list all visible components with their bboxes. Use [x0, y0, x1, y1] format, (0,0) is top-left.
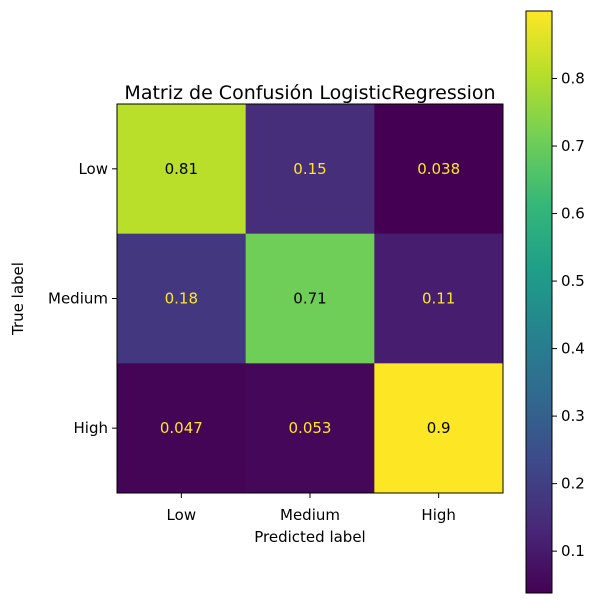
cell-value-label: 0.71 [293, 290, 326, 308]
cell-value-label: 0.81 [165, 160, 198, 178]
cell-value-label: 0.047 [160, 419, 203, 437]
chart-title: Matriz de Confusión LogisticRegression [124, 82, 495, 104]
cell-low-medium [245, 104, 375, 235]
cell-medium-medium [245, 233, 375, 364]
y-axis-label: True label [9, 262, 27, 336]
colorbar-ticks: 0.1 0.2 0.3 0.4 0.5 0.6 0.7 0.8 [552, 70, 585, 560]
y-tick-label: High [74, 419, 108, 437]
colorbar-tick-label: 0.8 [561, 70, 585, 88]
colorbar-tick-label: 0.4 [561, 340, 585, 358]
y-tick-label: Low [78, 160, 108, 178]
cell-low-high [374, 104, 504, 235]
x-tick-label: Medium [280, 506, 340, 524]
cell-value-label: 0.038 [417, 160, 460, 178]
colorbar-tick-label: 0.7 [561, 137, 585, 155]
y-axis-ticks: Low Medium High [48, 160, 117, 437]
colorbar-tick-label: 0.3 [561, 407, 585, 425]
cell-high-high [374, 363, 504, 494]
colorbar [525, 10, 553, 594]
cell-value-label: 0.053 [289, 419, 332, 437]
matrix-cells: 0.81 0.15 0.038 0.18 0.71 0.11 0.047 0.053 0.9 [117, 104, 504, 494]
colorbar-tick-label: 0.1 [561, 542, 585, 560]
cell-medium-high [374, 233, 504, 364]
colorbar-tick-label: 0.5 [561, 272, 585, 290]
cell-value-label: 0.9 [427, 419, 451, 437]
cell-medium-low [117, 233, 247, 364]
cell-high-low [117, 363, 247, 494]
y-tick-label: Medium [48, 290, 108, 308]
cell-low-low [117, 104, 247, 235]
cell-value-label: 0.15 [293, 160, 326, 178]
x-tick-label: Low [167, 506, 197, 524]
colorbar-tick-label: 0.6 [561, 205, 585, 223]
cell-value-label: 0.11 [422, 290, 455, 308]
cell-high-medium [245, 363, 375, 494]
colorbar-tick-label: 0.2 [561, 475, 585, 493]
x-axis-ticks: Low Medium High [167, 493, 456, 524]
cell-value-label: 0.18 [165, 290, 198, 308]
x-axis-label: Predicted label [254, 528, 365, 546]
x-tick-label: High [421, 506, 455, 524]
